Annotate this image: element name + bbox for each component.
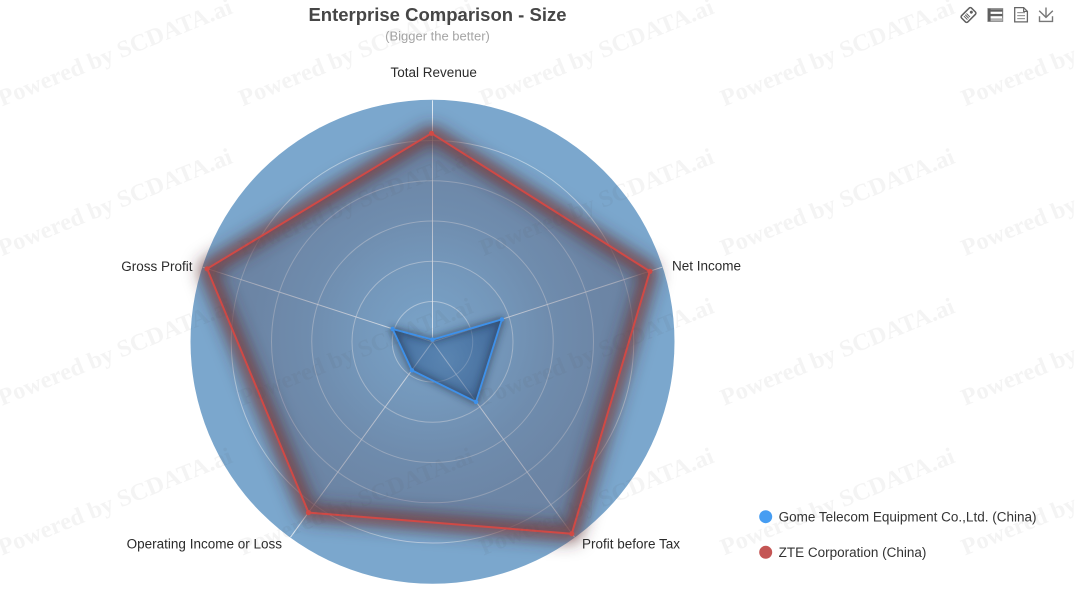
svg-text:Gross Profit: Gross Profit bbox=[121, 259, 193, 274]
svg-text:Total Revenue: Total Revenue bbox=[391, 65, 477, 80]
svg-text:Profit before Tax: Profit before Tax bbox=[582, 537, 680, 552]
svg-text:Enterprise Comparison - Size: Enterprise Comparison - Size bbox=[308, 4, 566, 25]
svg-text:(Bigger the better): (Bigger the better) bbox=[385, 29, 490, 44]
svg-text:Net Income: Net Income bbox=[672, 259, 741, 274]
svg-text:ZTE Corporation (China): ZTE Corporation (China) bbox=[779, 545, 927, 560]
svg-text:Operating Income or Loss: Operating Income or Loss bbox=[127, 537, 283, 552]
svg-text:Gome Telecom Equipment Co.,Ltd: Gome Telecom Equipment Co.,Ltd. (China) bbox=[779, 509, 1037, 524]
